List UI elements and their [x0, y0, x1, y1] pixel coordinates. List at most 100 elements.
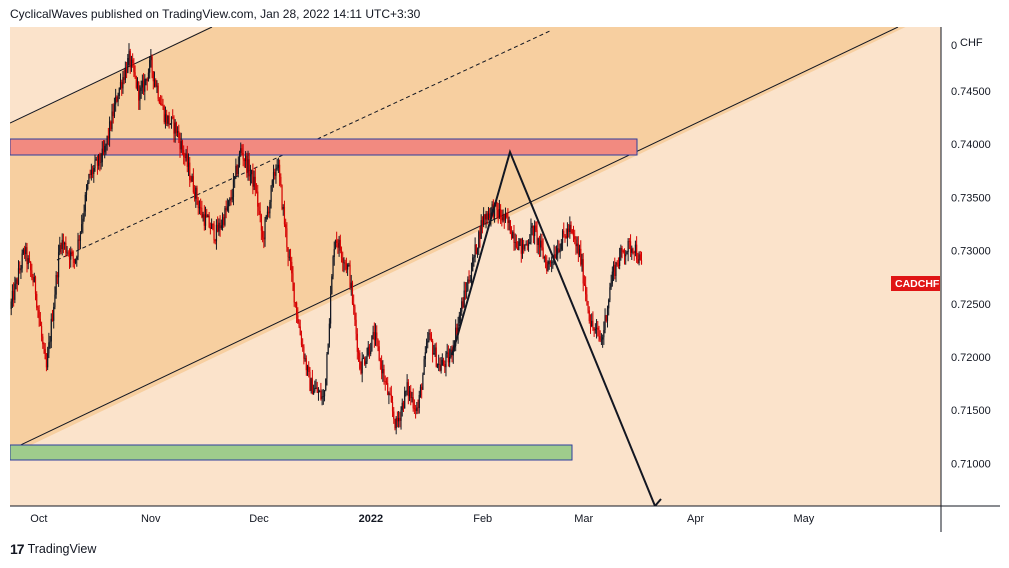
candle-body — [438, 363, 440, 365]
tradingview-logo-icon[interactable]: 17 — [10, 541, 25, 557]
candle-body — [518, 241, 520, 250]
candle-body — [436, 364, 439, 367]
candle-body — [88, 174, 90, 183]
candle-body — [180, 141, 182, 150]
candle-body — [95, 159, 97, 161]
candle-body — [310, 378, 312, 391]
candle-body — [286, 228, 288, 248]
candle-body — [107, 135, 109, 139]
candle-body — [554, 254, 556, 259]
candle-body — [149, 60, 151, 73]
candle-body — [628, 241, 630, 242]
candle-body — [288, 256, 290, 258]
candle-body — [612, 264, 615, 272]
resistance-zone — [10, 138, 638, 156]
candle-body — [475, 244, 477, 254]
candle-body — [168, 115, 170, 125]
price-axis[interactable]: 0.74500 0.74000 0.73500 0.73000 0.72500 0.720… — [951, 86, 991, 471]
channel-fill-upper — [10, 27, 900, 455]
candle-body — [360, 368, 362, 374]
candle-body — [343, 262, 345, 264]
candle-body — [218, 222, 220, 232]
candle-body — [209, 227, 211, 229]
candle-body — [13, 290, 15, 300]
candle-body — [138, 81, 140, 101]
candle-body — [557, 248, 559, 255]
candle-body — [278, 164, 281, 177]
candle-body — [106, 135, 108, 145]
time-tick: Mar — [574, 513, 593, 525]
candle-body — [415, 408, 417, 412]
candle-body — [116, 96, 118, 102]
candle-body — [263, 237, 265, 240]
candle-body — [509, 220, 511, 234]
candle-body — [361, 358, 363, 374]
candle-body — [610, 283, 612, 288]
candle-body — [519, 238, 521, 242]
candle-body — [476, 248, 479, 254]
candle-body — [302, 344, 304, 347]
candle-body — [117, 95, 119, 102]
candle-body — [252, 169, 254, 187]
candle-body — [234, 176, 236, 180]
candle-body — [172, 116, 174, 118]
time-tick: Dec — [249, 513, 269, 525]
candle-body — [303, 346, 305, 359]
candle-body — [588, 310, 590, 322]
candle-body — [305, 358, 307, 371]
candle-body — [173, 117, 175, 134]
candle-body — [367, 346, 369, 355]
candle-body — [49, 341, 51, 343]
price-tick: 0.74500 — [951, 86, 991, 98]
candle-body — [294, 302, 296, 304]
candle-body — [529, 242, 531, 244]
time-axis[interactable]: Oct Nov Dec 2022 Feb Mar Apr May — [30, 513, 814, 525]
candle-body — [563, 230, 565, 235]
price-top-tick: 0 — [951, 40, 957, 52]
candle-body — [155, 79, 157, 87]
candle-body — [366, 354, 368, 362]
candle-body — [423, 359, 425, 375]
candle-body — [559, 249, 561, 253]
candle-body — [266, 211, 269, 216]
candle-body — [10, 301, 12, 310]
candle-body — [244, 155, 247, 162]
candle-body — [470, 271, 473, 281]
candle-body — [91, 169, 94, 174]
candle-body — [219, 222, 221, 229]
candle-body — [212, 223, 214, 225]
candle-body — [633, 252, 635, 253]
candle-body — [285, 224, 287, 229]
candle-body — [89, 174, 91, 176]
candle-body — [276, 167, 278, 169]
candle-body — [446, 352, 448, 354]
candle-body — [34, 276, 37, 294]
candle-body — [538, 238, 541, 248]
candle-body — [582, 259, 584, 284]
candle-body — [466, 290, 468, 292]
price-tick: 0.71500 — [951, 405, 991, 417]
candle-body — [599, 336, 601, 340]
candle-body — [419, 386, 422, 396]
candle-body — [506, 214, 508, 217]
candle-body — [372, 331, 374, 336]
candle-body — [281, 185, 283, 209]
candle-body — [561, 230, 564, 244]
candle-body — [407, 382, 409, 397]
candle-body — [413, 408, 415, 410]
candle-body — [22, 249, 24, 254]
candle-body — [594, 328, 596, 331]
footer-brand[interactable]: TradingView — [27, 542, 97, 556]
candle-body — [381, 360, 383, 374]
candle-body — [411, 397, 413, 399]
candle-body — [164, 114, 167, 123]
candle-body — [412, 397, 414, 409]
candle-body — [197, 200, 199, 208]
candle-body — [121, 82, 123, 89]
candle-body — [100, 162, 102, 164]
candle-body — [394, 419, 396, 429]
candle-body — [405, 390, 407, 392]
candle-body — [231, 197, 233, 200]
candle-body — [268, 211, 270, 214]
